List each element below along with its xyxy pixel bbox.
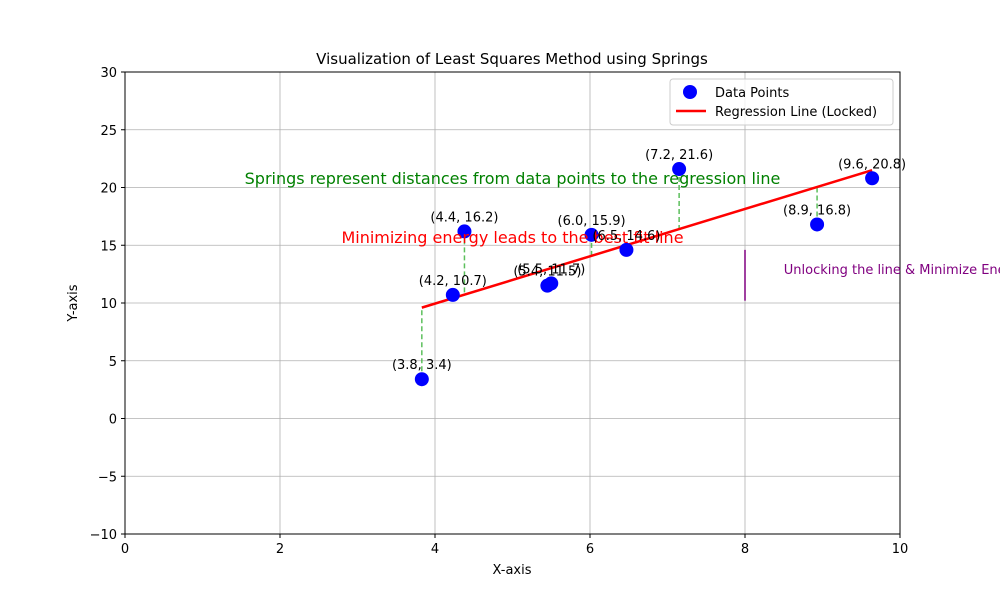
data-point [544,276,559,291]
regression-line [421,168,873,309]
data-point [414,372,429,387]
y-tick-label: −5 [98,470,117,485]
data-point-label: (4.4, 16.2) [430,210,498,225]
y-tick-label: 5 [109,355,117,370]
x-tick-label: 2 [276,542,284,557]
data-point-label: (4.2, 10.7) [419,274,487,289]
data-point-label: (8.9, 16.8) [783,203,851,218]
data-point-label: (5.5, 11.7) [517,262,585,277]
data-point-label: (6.5, 14.6) [592,229,660,244]
y-axis-label: Y-axis [66,284,81,322]
y-tick-label: 10 [100,297,117,312]
y-tick-label: −10 [90,528,117,543]
y-tick-label: 15 [100,239,117,254]
x-axis-label: X-axis [493,563,532,578]
data-point [584,227,599,242]
annotation-text: Minimizing energy leads to the best fit … [341,228,683,247]
data-point [672,162,687,177]
legend-entry-regression-line: Regression Line (Locked) [715,105,877,120]
data-point [865,171,880,186]
x-tick-label: 10 [892,542,909,557]
data-point [810,217,825,232]
x-tick-label: 0 [121,542,129,557]
data-point [619,242,634,257]
y-tick-label: 0 [109,413,117,428]
data-point-label: (9.6, 20.8) [838,157,906,172]
ticks: 0 2 4 6 8 10 −10 −5 0 5 10 15 20 25 30 [90,66,909,557]
data-point [457,224,472,239]
data-point-label: (3.8, 3.4) [392,358,452,373]
legend: Data Points Regression Line (Locked) [669,78,894,126]
chart-title: Visualization of Least Squares Method us… [316,50,708,68]
legend-scatter-marker [683,85,697,99]
annotation-text: Unlocking the line & Minimize Energy [784,263,1000,278]
legend-box [669,78,894,126]
y-tick-label: 20 [100,182,117,197]
data-point [445,287,460,302]
annotation-text: Springs represent distances from data po… [245,169,781,188]
data-point-label: (6.0, 15.9) [558,214,626,229]
legend-entry-data-points: Data Points [715,86,789,101]
x-tick-label: 6 [586,542,594,557]
plot-area: Springs represent distances from data po… [124,71,1000,535]
data-point-label: (7.2, 21.6) [645,148,713,163]
data-point-label: (5.4, 11.5) [513,265,581,280]
y-tick-label: 30 [100,66,117,81]
x-tick-label: 8 [741,542,749,557]
y-tick-label: 25 [100,124,117,139]
x-tick-label: 4 [431,542,439,557]
